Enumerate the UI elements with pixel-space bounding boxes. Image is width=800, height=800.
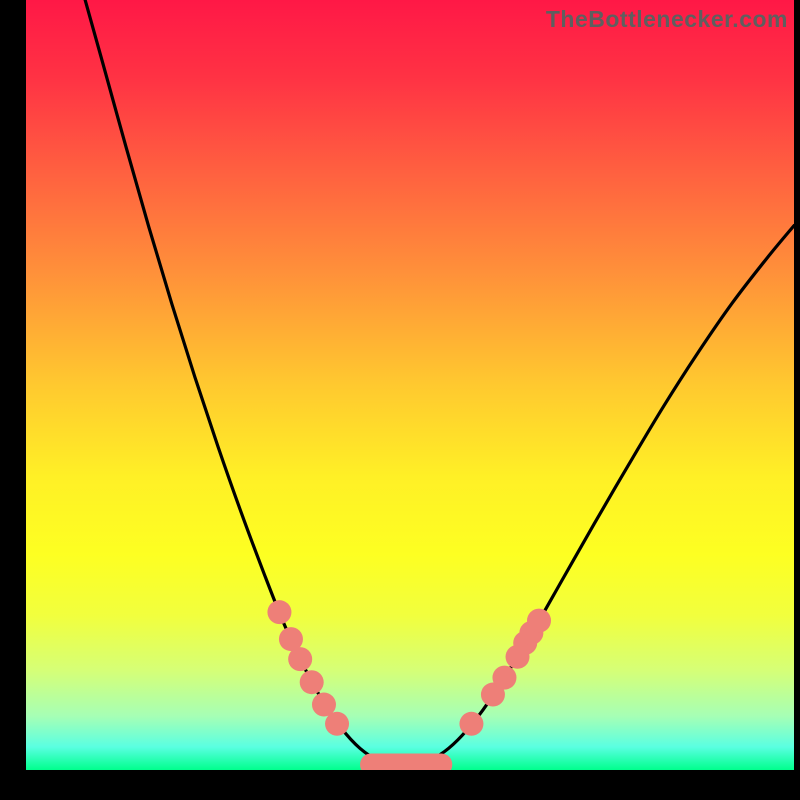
watermark-text: TheBottlenecker.com [546,6,788,33]
data-marker [288,647,312,671]
data-marker [492,666,516,690]
frame-border-right [794,0,800,800]
data-marker [527,609,551,633]
frame-border-left [0,0,26,800]
data-marker [300,670,324,694]
bottleneck-chart [0,0,800,800]
data-marker [267,600,291,624]
data-marker [459,712,483,736]
data-marker [325,712,349,736]
frame-border-bottom [0,770,800,800]
